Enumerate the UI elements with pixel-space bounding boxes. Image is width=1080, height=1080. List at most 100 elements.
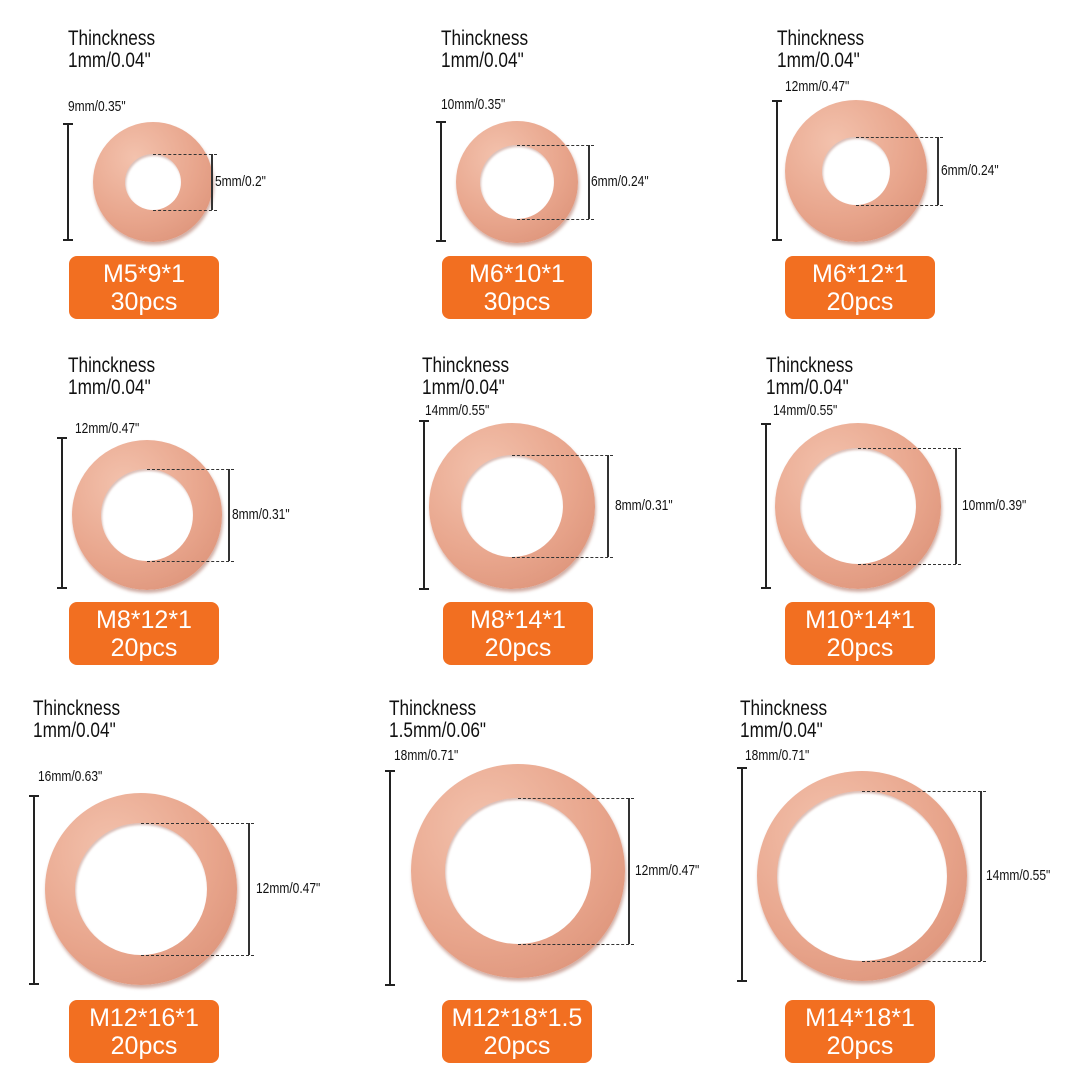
- outer-diameter-bar: [63, 123, 73, 241]
- outer-diameter-label: 12mm/0.47": [785, 78, 850, 95]
- model-label: M6*12*1: [812, 260, 908, 288]
- inner-diameter-label: 5mm/0.2": [215, 173, 266, 190]
- inner-diameter-label: 6mm/0.24": [941, 162, 999, 179]
- thickness-value: 1mm/0.04": [68, 49, 151, 72]
- washer-hole: [101, 469, 193, 561]
- thickness-label: Thinckness 1mm/0.04": [740, 698, 827, 742]
- outer-diameter-bar: [772, 100, 782, 241]
- copper-washer: [429, 423, 595, 589]
- thickness-value: 1mm/0.04": [422, 376, 505, 399]
- size-badge: M8*14*1 20pcs: [443, 602, 593, 665]
- size-badge: M5*9*1 30pcs: [69, 256, 219, 319]
- quantity-label: 20pcs: [110, 634, 178, 662]
- size-badge: M14*18*1 20pcs: [785, 1000, 935, 1063]
- inner-diameter-line: [628, 798, 630, 944]
- inner-diameter-line: [248, 823, 250, 955]
- size-badge: M6*12*1 20pcs: [785, 256, 935, 319]
- inner-dim-dash-top: [512, 455, 613, 456]
- inner-diameter-label: 8mm/0.31": [232, 506, 290, 523]
- thickness-value: 1mm/0.04": [33, 719, 116, 742]
- size-badge: M12*16*1 20pcs: [69, 1000, 219, 1063]
- copper-washer: [785, 100, 927, 242]
- washer-hole: [800, 448, 916, 564]
- copper-washer: [411, 764, 625, 978]
- model-label: M5*9*1: [103, 260, 185, 288]
- quantity-label: 20pcs: [110, 1032, 178, 1060]
- inner-dim-dash-bottom: [856, 205, 943, 206]
- model-label: M12*16*1: [89, 1004, 199, 1032]
- outer-diameter-bar: [385, 770, 395, 986]
- thickness-value: 1mm/0.04": [68, 376, 151, 399]
- thickness-label: Thinckness 1mm/0.04": [68, 28, 155, 72]
- quantity-label: 20pcs: [826, 1032, 894, 1060]
- inner-dim-dash-bottom: [862, 961, 986, 962]
- inner-diameter-label: 10mm/0.39": [962, 497, 1027, 514]
- copper-washer: [72, 440, 222, 590]
- thickness-value: 1mm/0.04": [740, 719, 823, 742]
- outer-diameter-label: 14mm/0.55": [773, 402, 838, 419]
- thickness-title: Thinckness: [441, 27, 529, 50]
- washer-hole: [777, 791, 947, 961]
- outer-diameter-bar: [29, 795, 39, 985]
- inner-dim-dash-bottom: [141, 955, 254, 956]
- inner-dim-dash-top: [147, 469, 234, 470]
- inner-dim-dash-bottom: [512, 557, 613, 558]
- inner-dim-dash-top: [862, 791, 986, 792]
- inner-dim-dash-bottom: [518, 944, 634, 945]
- thickness-label: Thinckness 1mm/0.04": [33, 698, 120, 742]
- inner-diameter-line: [211, 154, 213, 210]
- outer-diameter-bar: [737, 767, 747, 982]
- model-label: M14*18*1: [805, 1004, 915, 1032]
- inner-dim-dash-top: [856, 137, 943, 138]
- thickness-label: Thinckness 1.5mm/0.06": [389, 698, 486, 742]
- thickness-title: Thinckness: [68, 27, 156, 50]
- outer-diameter-label: 18mm/0.71": [745, 747, 810, 764]
- outer-diameter-label: 9mm/0.35": [68, 98, 126, 115]
- inner-diameter-line: [228, 469, 230, 561]
- quantity-label: 30pcs: [483, 288, 551, 316]
- inner-diameter-line: [588, 145, 590, 219]
- inner-dim-dash-bottom: [858, 564, 961, 565]
- inner-dim-dash-top: [518, 798, 634, 799]
- inner-dim-dash-top: [517, 145, 594, 146]
- thickness-label: Thinckness 1mm/0.04": [766, 355, 853, 399]
- thickness-title: Thinckness: [389, 697, 477, 720]
- thickness-title: Thinckness: [777, 27, 865, 50]
- inner-dim-dash-bottom: [153, 210, 217, 211]
- copper-washer: [45, 793, 237, 985]
- outer-diameter-bar: [419, 420, 429, 590]
- outer-diameter-bar: [761, 423, 771, 589]
- inner-dim-dash-top: [858, 448, 961, 449]
- inner-diameter-line: [937, 137, 939, 205]
- outer-diameter-bar: [436, 121, 446, 242]
- washer-hole: [480, 145, 554, 219]
- thickness-title: Thinckness: [740, 697, 828, 720]
- inner-diameter-label: 8mm/0.31": [615, 497, 673, 514]
- thickness-title: Thinckness: [68, 354, 156, 377]
- thickness-label: Thinckness 1mm/0.04": [441, 28, 528, 72]
- model-label: M6*10*1: [469, 260, 565, 288]
- thickness-value: 1mm/0.04": [777, 49, 860, 72]
- inner-diameter-line: [980, 791, 982, 961]
- washer-hole: [461, 455, 563, 557]
- outer-diameter-label: 10mm/0.35": [441, 96, 506, 113]
- model-label: M12*18*1.5: [451, 1004, 583, 1032]
- thickness-title: Thinckness: [766, 354, 854, 377]
- outer-diameter-label: 14mm/0.55": [425, 402, 490, 419]
- quantity-label: 30pcs: [110, 288, 178, 316]
- outer-diameter-label: 16mm/0.63": [38, 768, 103, 785]
- quantity-label: 20pcs: [483, 1032, 551, 1060]
- thickness-value: 1.5mm/0.06": [389, 719, 487, 742]
- size-badge: M8*12*1 20pcs: [69, 602, 219, 665]
- inner-diameter-label: 14mm/0.55": [986, 867, 1051, 884]
- inner-diameter-label: 12mm/0.47": [635, 862, 700, 879]
- outer-diameter-label: 12mm/0.47": [75, 420, 140, 437]
- inner-diameter-label: 12mm/0.47": [256, 880, 321, 897]
- thickness-title: Thinckness: [422, 354, 510, 377]
- thickness-label: Thinckness 1mm/0.04": [422, 355, 509, 399]
- thickness-value: 1mm/0.04": [766, 376, 849, 399]
- inner-dim-dash-bottom: [517, 219, 594, 220]
- inner-diameter-line: [607, 455, 609, 557]
- copper-washer: [775, 423, 941, 589]
